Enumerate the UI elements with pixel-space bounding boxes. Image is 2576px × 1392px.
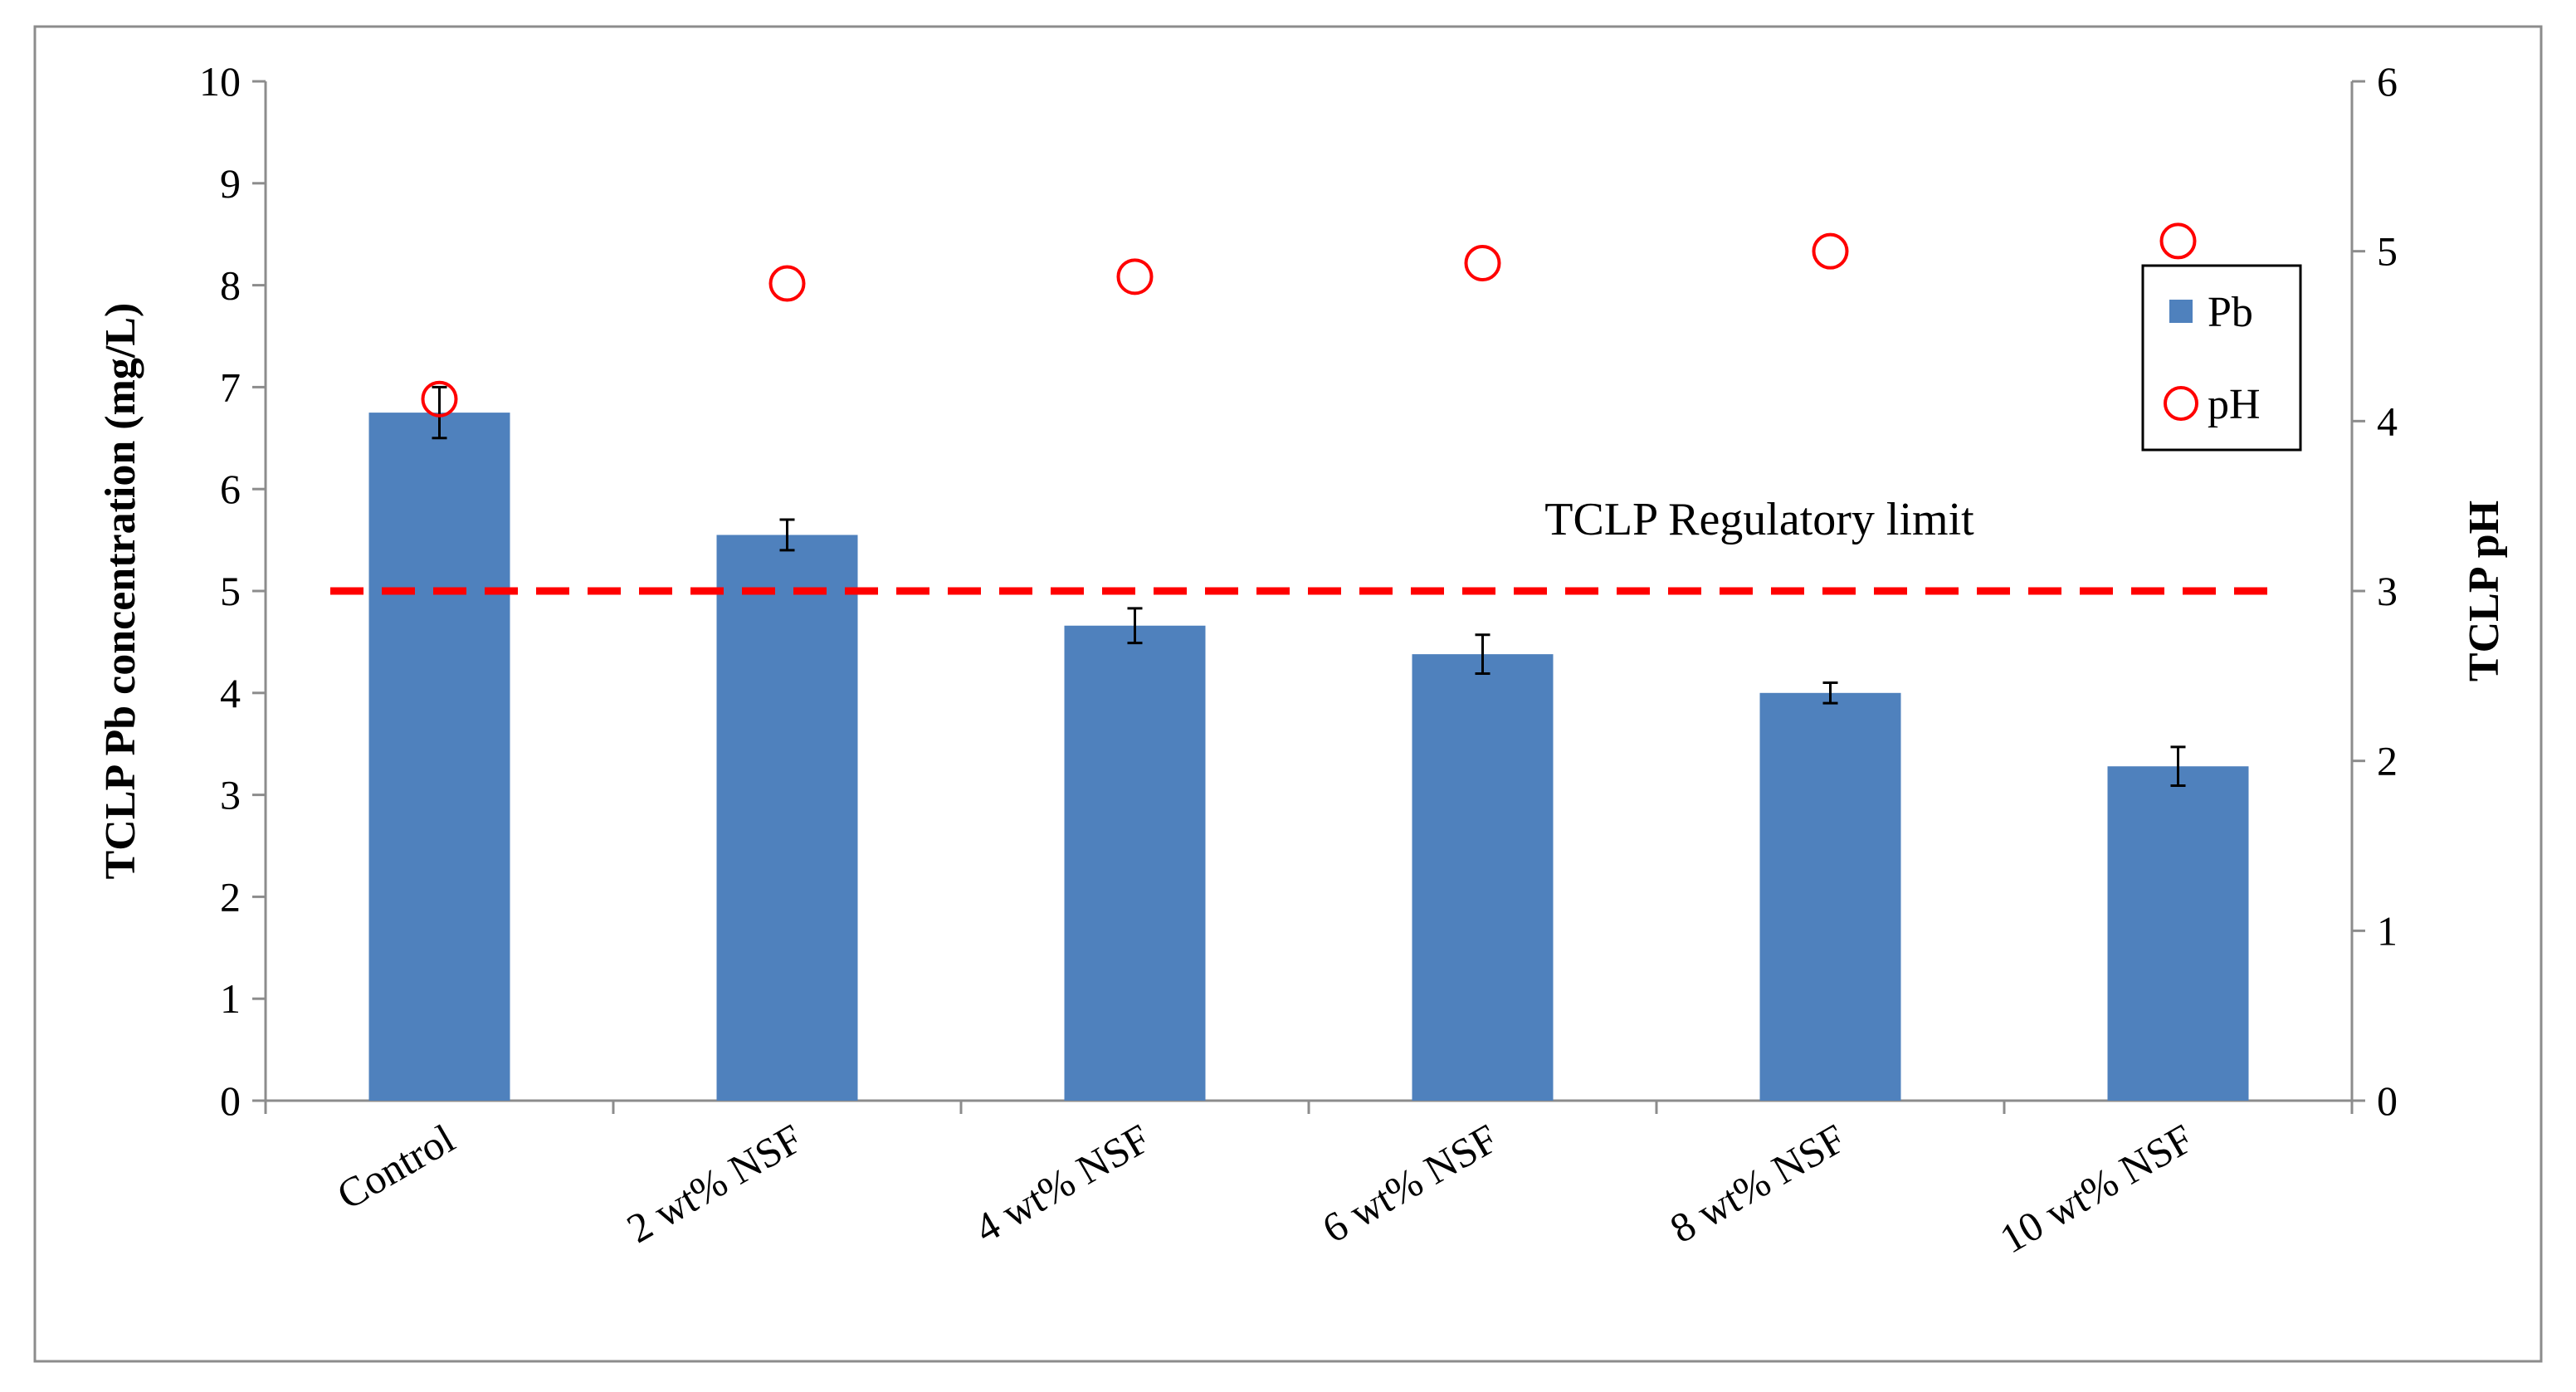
regulatory-limit-label: TCLP Regulatory limit	[1544, 494, 1974, 545]
pb-bar	[1412, 654, 1554, 1101]
y2-axis-title: TCLP pH	[2461, 501, 2508, 681]
pb-bar	[2107, 766, 2249, 1101]
pb-bar	[1759, 692, 1901, 1101]
right-axis-ticks: 0 1 2 3 4 5 6	[2352, 58, 2398, 1124]
left-tick-label: 7	[220, 364, 241, 410]
left-tick-label: 6	[220, 466, 241, 512]
right-tick-label: 0	[2377, 1077, 2398, 1124]
left-tick-label: 8	[220, 262, 241, 309]
left-tick-label: 10	[199, 58, 241, 105]
legend: Pb pH	[2141, 264, 2302, 452]
left-tick-label: 2	[220, 873, 241, 920]
left-tick-label: 0	[220, 1077, 241, 1124]
ph-points	[421, 222, 2197, 418]
pb-bar	[716, 535, 858, 1101]
y-axis-title: TCLP Pb concentration (mg/L)	[97, 303, 144, 880]
legend-swatch-pb	[2169, 300, 2193, 323]
left-axis-ticks: 0 1 2 3 4 5 6 7 8 9 10	[199, 58, 266, 1124]
ph-point	[1464, 244, 1501, 281]
ph-point	[421, 380, 458, 418]
right-tick-label: 5	[2377, 228, 2398, 275]
legend-box	[2141, 264, 2302, 452]
pb-error-bars	[432, 385, 2186, 788]
right-tick-label: 3	[2377, 568, 2398, 614]
legend-marker-ph	[2164, 386, 2198, 421]
legend-label-pb: Pb	[2208, 289, 2253, 336]
left-tick-label: 9	[220, 160, 241, 207]
pb-bars	[368, 413, 2249, 1101]
right-tick-label: 2	[2377, 738, 2398, 784]
left-tick-label: 5	[220, 568, 241, 614]
right-tick-label: 1	[2377, 907, 2398, 954]
pb-bar	[1064, 625, 1206, 1101]
legend-label-ph: pH	[2208, 381, 2261, 428]
pb-bar	[368, 413, 510, 1101]
ph-point	[2159, 222, 2197, 260]
left-tick-label: 1	[220, 975, 241, 1022]
ph-point	[768, 265, 806, 302]
right-tick-label: 6	[2377, 58, 2398, 105]
right-tick-label: 4	[2377, 398, 2398, 444]
left-tick-label: 4	[220, 670, 241, 716]
left-tick-label: 3	[220, 772, 241, 818]
ph-point	[1812, 232, 1849, 270]
ph-point	[1116, 258, 1154, 295]
